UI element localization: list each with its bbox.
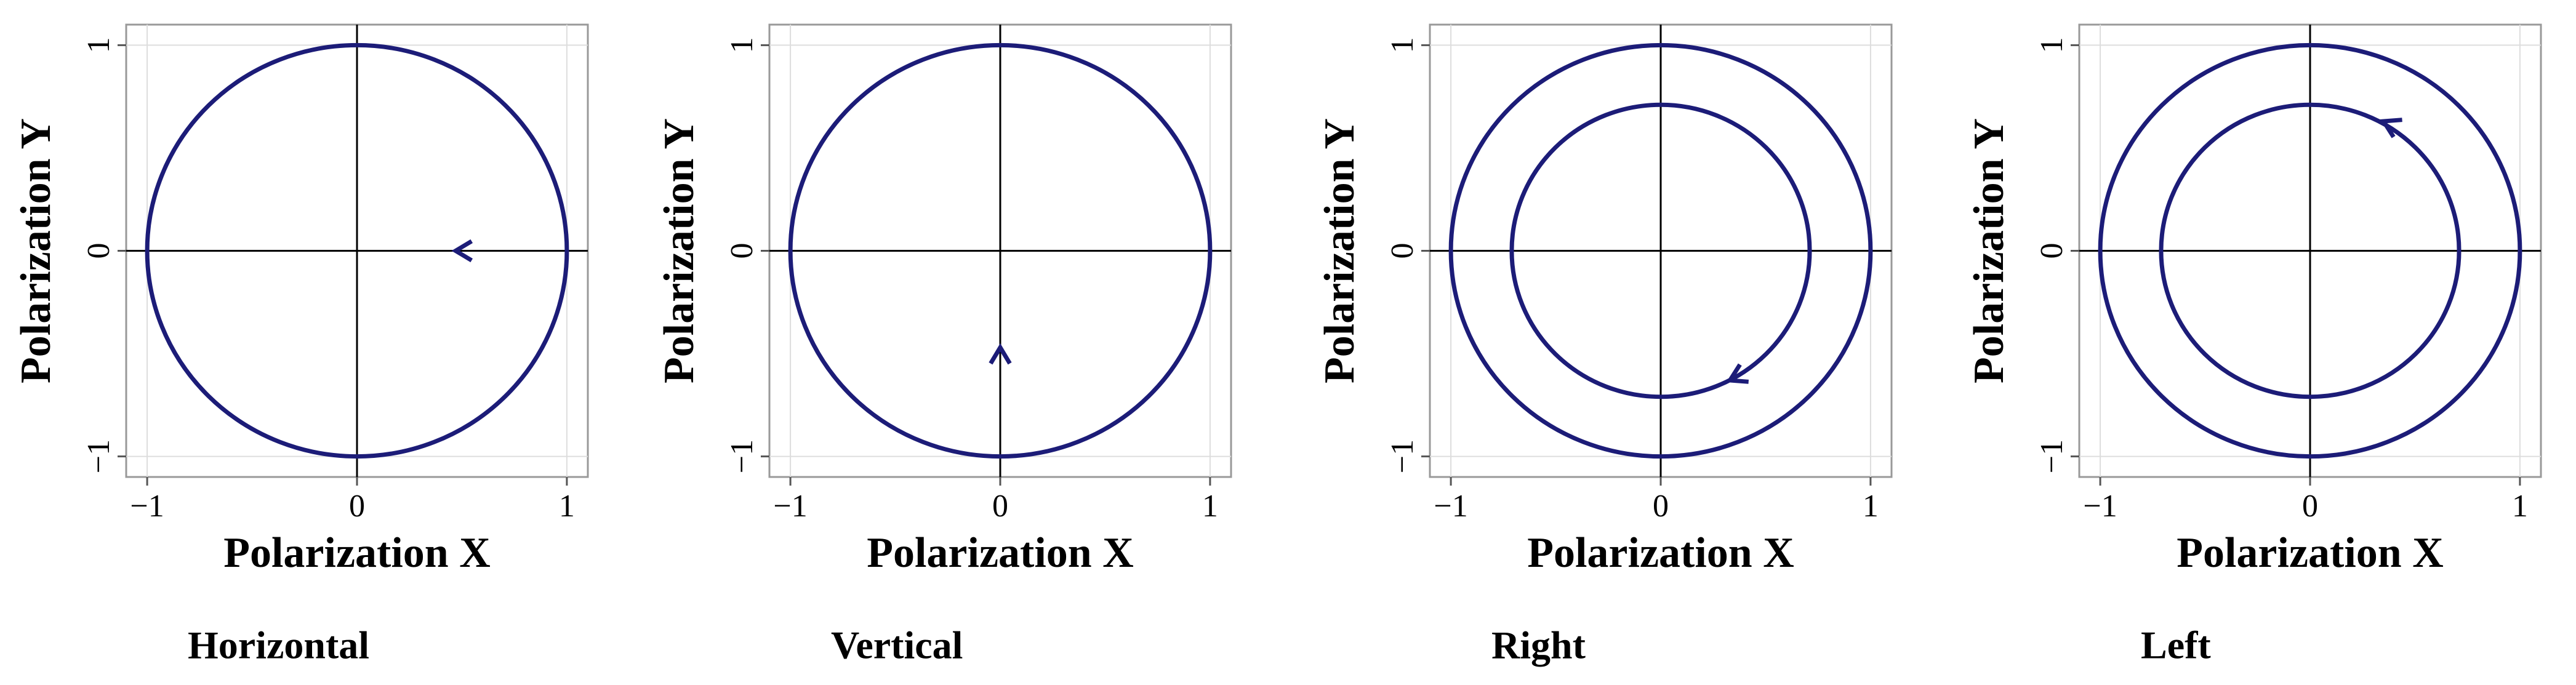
polarization-curve	[145, 42, 569, 459]
panel: −1 0 1 −1 0 1 Polarization X Polarization Y Hori…	[12, 23, 589, 667]
x-tick-label: −1	[773, 489, 807, 524]
x-tick-label: −1	[2083, 489, 2117, 524]
y-tick-label: −1	[1385, 439, 1420, 473]
y-axis-label: Polarization Y	[1316, 118, 1363, 383]
polarization-curve	[788, 42, 1213, 459]
y-tick-label: 0	[81, 243, 116, 259]
polarization-curve	[2159, 102, 2462, 399]
x-tick-label: 1	[1202, 489, 1218, 524]
y-tick-label: −1	[81, 439, 116, 473]
direction-arrow	[2380, 118, 2402, 138]
x-tick-label: 1	[559, 489, 575, 524]
polarization-curve	[2098, 42, 2522, 459]
polarization-curve	[1448, 42, 1873, 459]
direction-arrow	[989, 343, 1012, 365]
caption: Left	[2141, 623, 2211, 667]
y-tick-label: −1	[724, 439, 760, 473]
x-tick-label: 1	[2512, 489, 2528, 524]
direction-arrow	[1726, 363, 1749, 384]
x-tick-label: 0	[1653, 489, 1669, 524]
x-axis-label: Polarization X	[1527, 529, 1794, 577]
caption: Vertical	[831, 623, 963, 667]
x-tick-label: −1	[1434, 489, 1467, 524]
caption: Right	[1491, 623, 1586, 667]
y-tick-label: −1	[2034, 439, 2069, 473]
polarization-curve	[1509, 102, 1812, 399]
y-tick-label: 0	[1385, 243, 1420, 259]
x-tick-label: 0	[349, 489, 365, 524]
x-tick-label: −1	[130, 489, 164, 524]
panel: −1 0 1 −1 0 1 Polarization X Polarization Y Righ…	[1316, 23, 1893, 667]
caption: Horizontal	[188, 623, 369, 667]
y-tick-label: 1	[1385, 37, 1420, 53]
direction-arrow	[451, 239, 473, 263]
x-tick-label: 0	[992, 489, 1008, 524]
y-tick-label: 0	[2034, 243, 2069, 259]
y-axis-label: Polarization Y	[1965, 118, 2013, 383]
x-axis-label: Polarization X	[867, 529, 1134, 577]
panel: −1 0 1 −1 0 1 Polarization X Polarization Y Left	[1965, 23, 2542, 667]
y-axis-label: Polarization Y	[656, 118, 703, 383]
panel: −1 0 1 −1 0 1 Polarization X Polarization Y Vert…	[656, 23, 1232, 667]
x-axis-label: Polarization X	[223, 529, 491, 577]
x-axis-label: Polarization X	[2177, 529, 2444, 577]
y-tick-label: 1	[81, 37, 116, 53]
y-tick-label: 1	[2034, 37, 2069, 53]
y-axis-label: Polarization Y	[12, 118, 60, 383]
x-tick-label: 1	[1863, 489, 1879, 524]
y-tick-label: 1	[724, 37, 760, 53]
y-tick-label: 0	[724, 243, 760, 259]
x-tick-label: 0	[2302, 489, 2318, 524]
